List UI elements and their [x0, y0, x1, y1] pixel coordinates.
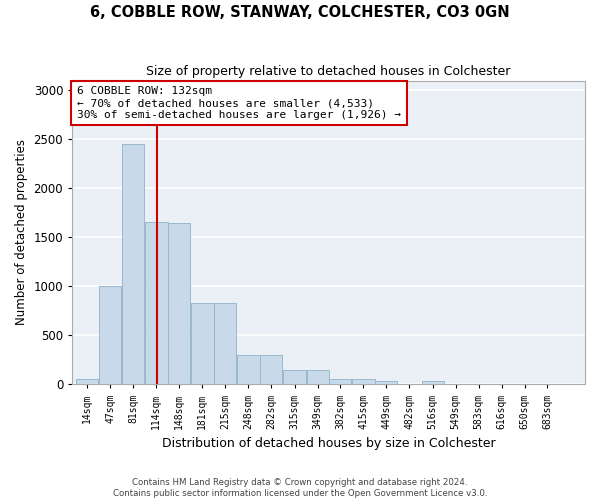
- Y-axis label: Number of detached properties: Number of detached properties: [15, 140, 28, 326]
- Bar: [145, 222, 167, 384]
- Text: 6 COBBLE ROW: 132sqm
← 70% of detached houses are smaller (4,533)
30% of semi-de: 6 COBBLE ROW: 132sqm ← 70% of detached h…: [77, 86, 401, 120]
- Bar: [376, 382, 397, 384]
- Bar: [307, 370, 329, 384]
- Bar: [237, 355, 260, 384]
- Title: Size of property relative to detached houses in Colchester: Size of property relative to detached ho…: [146, 65, 511, 78]
- Text: 6, COBBLE ROW, STANWAY, COLCHESTER, CO3 0GN: 6, COBBLE ROW, STANWAY, COLCHESTER, CO3 …: [90, 5, 510, 20]
- Bar: [99, 286, 121, 384]
- Text: Contains HM Land Registry data © Crown copyright and database right 2024.
Contai: Contains HM Land Registry data © Crown c…: [113, 478, 487, 498]
- Bar: [352, 380, 375, 384]
- Bar: [422, 382, 443, 384]
- Bar: [122, 144, 144, 384]
- Bar: [283, 370, 306, 384]
- Bar: [168, 222, 190, 384]
- Bar: [76, 380, 98, 384]
- Bar: [329, 380, 352, 384]
- Bar: [260, 355, 283, 384]
- Bar: [191, 303, 214, 384]
- Bar: [214, 303, 236, 384]
- X-axis label: Distribution of detached houses by size in Colchester: Distribution of detached houses by size …: [162, 437, 496, 450]
